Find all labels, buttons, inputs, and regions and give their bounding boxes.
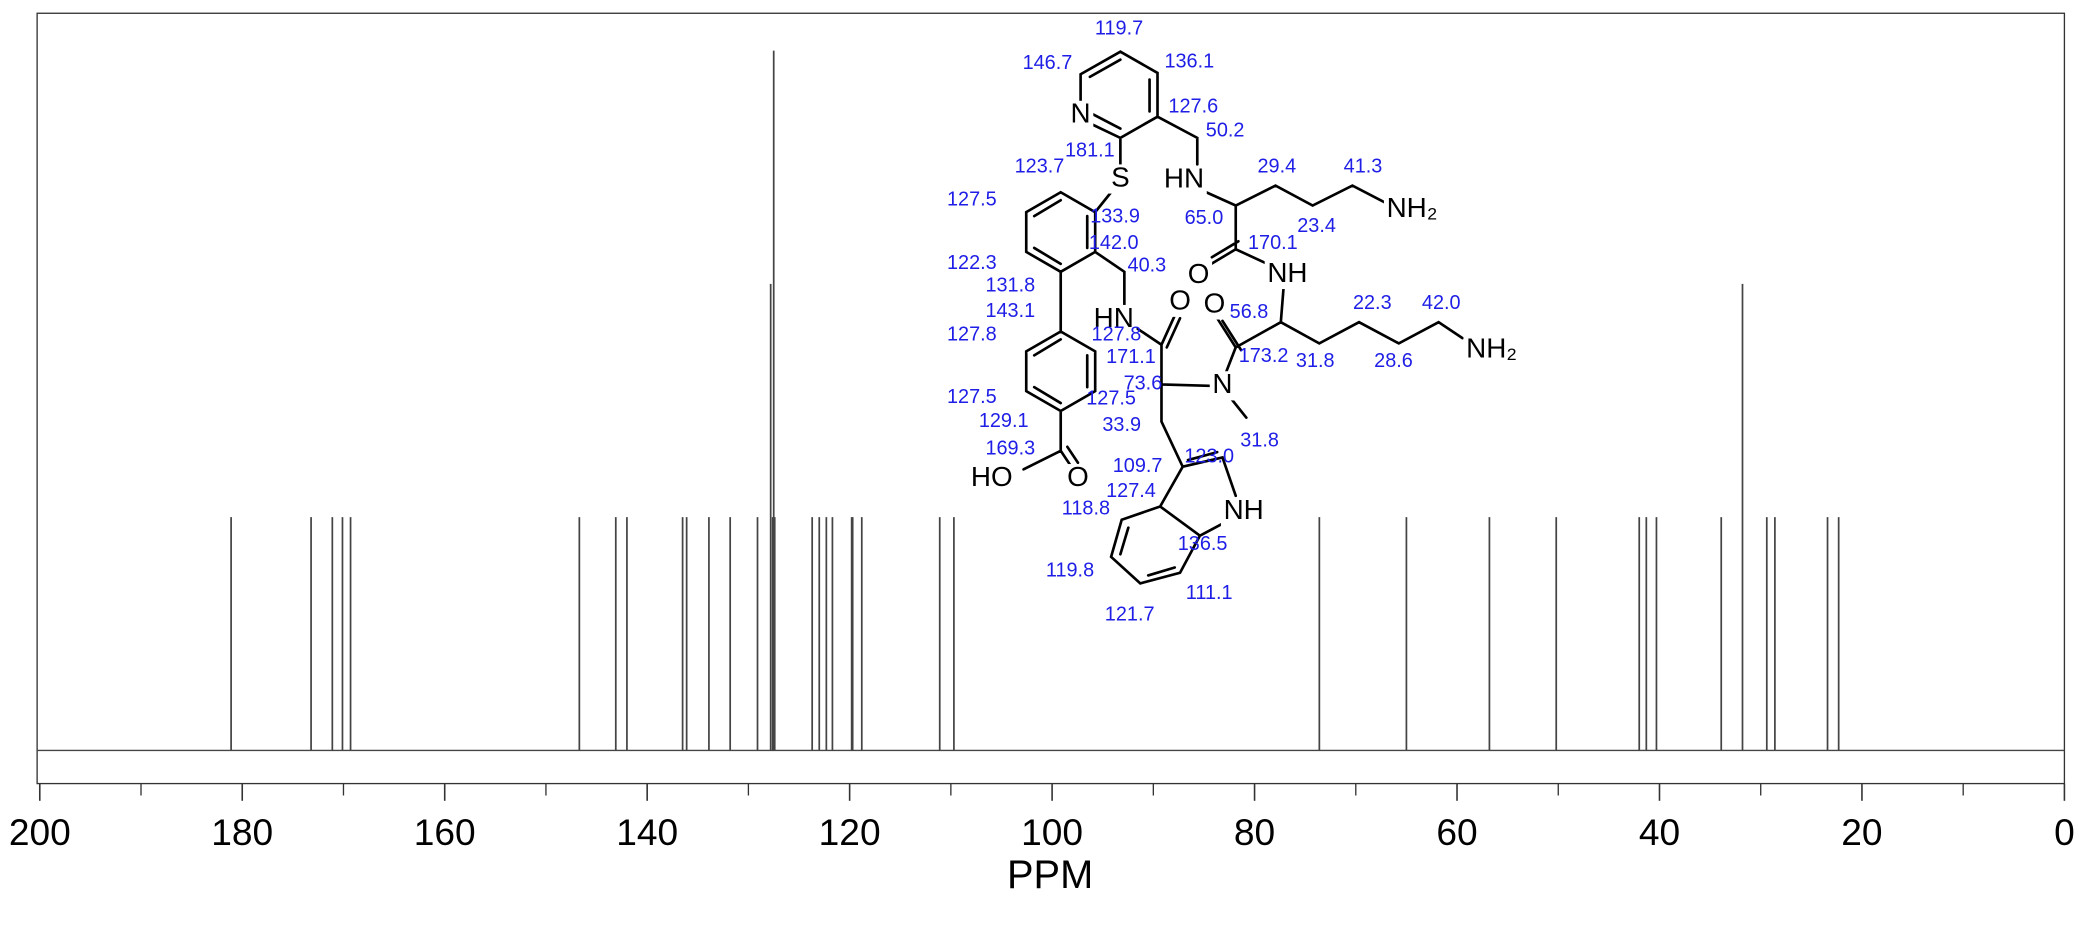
shift-label: 119.8 (1046, 560, 1094, 582)
shift-label: 31.8 (1240, 430, 1279, 452)
atom-label-bg (1383, 194, 1441, 225)
shift-label: 122.3 (947, 252, 997, 274)
shift-label: 136.5 (1178, 533, 1228, 555)
shift-label: 111.1 (1186, 582, 1233, 604)
shift-label: 73.6 (1124, 373, 1163, 395)
shift-label: 42.0 (1422, 292, 1461, 314)
x-tick-label: 40 (1639, 811, 1680, 853)
atom-label: O (1188, 258, 1210, 289)
molecule-bonds (1022, 50, 1464, 585)
shift-label: 50.2 (1206, 120, 1245, 142)
atom-label-bg (1463, 335, 1520, 365)
atom-label: S (1111, 161, 1130, 192)
x-tick-label: 180 (211, 811, 273, 853)
shift-label: 118.8 (1062, 497, 1110, 519)
shift-label: 181.1 (1065, 139, 1115, 161)
atom-label: HN (1094, 302, 1134, 333)
shift-label: 127.5 (947, 386, 997, 408)
shift-label: 22.3 (1353, 292, 1392, 314)
x-tick-label: 140 (616, 811, 678, 853)
atom-label: O (1169, 285, 1191, 316)
shift-label: 143.1 (985, 300, 1035, 322)
shift-label: 33.9 (1102, 414, 1141, 436)
atom-label: O (1067, 461, 1089, 492)
shift-label: 123.7 (1015, 155, 1065, 177)
atom-label-bg (968, 464, 1016, 494)
shift-label: 121.7 (1105, 603, 1155, 625)
shift-label: 31.8 (1296, 350, 1335, 372)
atom-label-bg (1161, 165, 1207, 195)
shift-label: 65.0 (1185, 207, 1224, 229)
shift-label: 127.8 (947, 324, 997, 346)
shift-label: 28.6 (1374, 350, 1413, 372)
x-tick-label: 20 (1841, 811, 1882, 853)
shift-label: 131.8 (985, 275, 1035, 297)
shift-label: 136.1 (1164, 51, 1214, 73)
shift-label: 127.4 (1106, 480, 1156, 502)
x-tick-label: 120 (819, 811, 881, 853)
shift-label: 171.1 (1106, 346, 1156, 368)
x-tick-label: 160 (414, 811, 476, 853)
x-axis-label: PPM (1007, 853, 1093, 897)
atom-label: NH₂ (1466, 332, 1517, 363)
shift-label: 109.7 (1113, 455, 1163, 477)
bonds (1022, 50, 1464, 585)
shift-label: 119.7 (1095, 17, 1143, 39)
shift-label: 29.4 (1257, 155, 1296, 177)
shift-label: 170.1 (1248, 232, 1298, 254)
shift-label: 127.5 (947, 188, 997, 210)
atom-label-bg (1220, 497, 1267, 527)
x-tick-label: 80 (1234, 811, 1275, 853)
atom-label: N (1212, 368, 1232, 399)
shift-label: 146.7 (1023, 52, 1073, 74)
shift-label: 169.3 (985, 438, 1035, 460)
shift-label: 173.2 (1239, 345, 1289, 367)
x-tick-label: 200 (9, 811, 71, 853)
atom-label: HO (971, 461, 1013, 492)
shift-label: 127.8 (1092, 324, 1142, 346)
shift-label: 56.8 (1230, 301, 1269, 323)
shift-label: 127.6 (1168, 96, 1218, 118)
atom-label-bg (1067, 100, 1094, 130)
shift-label: 127.5 (1086, 387, 1136, 409)
shift-label: 23.4 (1297, 215, 1336, 237)
atom-label: HN (1164, 163, 1204, 194)
atom-label-bg (1201, 290, 1228, 320)
atom-label-bg (1166, 287, 1194, 317)
shift-label: 142.0 (1089, 232, 1139, 254)
atom-label-bg (1108, 164, 1133, 194)
atom-label-bg (1185, 261, 1213, 291)
atom-label-bg (1090, 304, 1137, 335)
atom-label: NH (1224, 494, 1264, 525)
shift-label: 133.9 (1090, 206, 1140, 228)
atom-label: NH (1267, 257, 1307, 288)
atom-label-bg (1209, 371, 1236, 401)
x-tick-label: 100 (1021, 811, 1083, 853)
atom-label-bg (1264, 259, 1311, 290)
plot-frame (36, 12, 2066, 785)
shift-label: 41.3 (1344, 155, 1383, 177)
shift-label: 40.3 (1128, 255, 1167, 277)
x-tick-label: 0 (2054, 811, 2075, 853)
spectrum (230, 50, 1840, 751)
shift-label: 123.0 (1184, 446, 1234, 468)
x-tick-label: 60 (1436, 811, 1477, 853)
atom-label: O (1204, 287, 1226, 318)
shift-label: 129.1 (979, 410, 1029, 432)
atom-label: NH₂ (1387, 192, 1438, 223)
atom-label-bg (1064, 464, 1092, 494)
atom-label: N (1071, 98, 1091, 129)
